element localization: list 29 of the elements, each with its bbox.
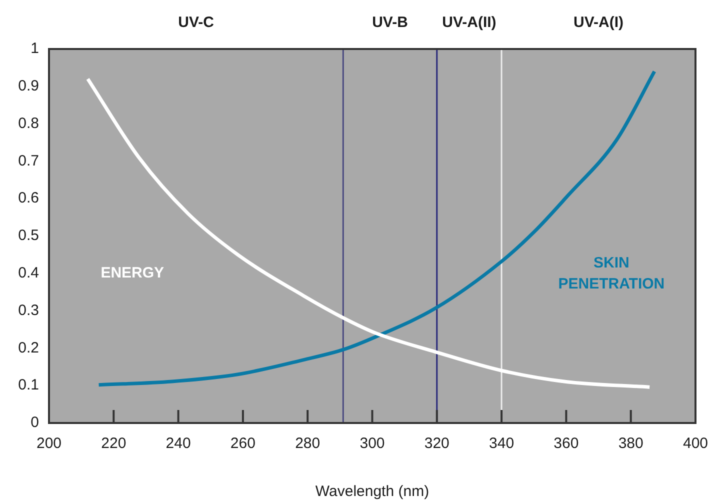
y-tick-label: 0.1 bbox=[18, 376, 39, 394]
y-tick-label: 0.9 bbox=[18, 78, 39, 95]
x-tick-label: 220 bbox=[101, 435, 126, 452]
y-tick-label: 0.3 bbox=[18, 302, 39, 319]
band-label: UV-C bbox=[178, 14, 214, 32]
text: ENERGY bbox=[100, 264, 164, 282]
band-label: UV-B bbox=[372, 14, 408, 32]
x-tick-label: 380 bbox=[618, 435, 644, 452]
band-label: UV-A(I) bbox=[574, 14, 624, 32]
y-tick-label: 0 bbox=[30, 414, 39, 432]
x-tick-label: 280 bbox=[295, 435, 320, 452]
y-tick-label: 0.4 bbox=[18, 264, 39, 282]
x-tick-label: 300 bbox=[360, 435, 385, 452]
x-axis-title: Wavelength (nm) bbox=[315, 483, 430, 500]
x-tick-label: 400 bbox=[682, 435, 708, 452]
x-tick-label: 200 bbox=[36, 435, 62, 452]
y-tick-label: 0.8 bbox=[18, 114, 39, 132]
band-label: UV-A(II) bbox=[442, 14, 496, 32]
x-tick-label: 240 bbox=[166, 435, 191, 452]
y-tick-label: 0.2 bbox=[18, 339, 39, 356]
y-tick-label: 0.7 bbox=[18, 152, 39, 170]
x-tick-label: 320 bbox=[424, 435, 450, 452]
y-tick-label: 0.6 bbox=[18, 190, 39, 207]
x-tick-label: 340 bbox=[489, 435, 514, 452]
x-tick-label: 260 bbox=[230, 435, 256, 452]
text: SKIN PENETRATION bbox=[558, 254, 665, 293]
x-tick-label: 360 bbox=[554, 435, 579, 452]
y-tick-label: 1 bbox=[30, 40, 39, 58]
y-tick-label: 0.5 bbox=[18, 227, 39, 244]
